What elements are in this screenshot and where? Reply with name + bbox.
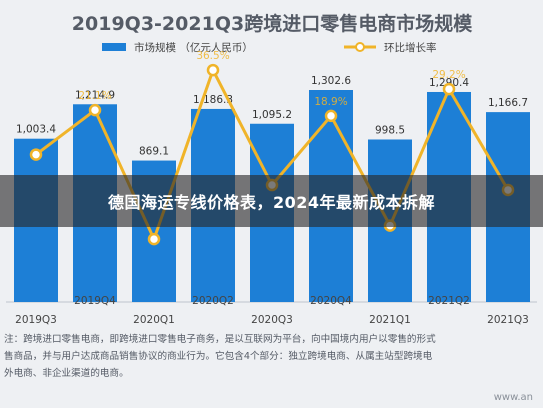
growth-label-2020Q4: 18.9%	[314, 96, 347, 108]
chart-title: 2019Q3-2021Q3跨境进口零售电商市场规模	[72, 12, 473, 35]
x-tick-2019Q4: 2019Q4	[74, 295, 116, 307]
legend-bar-swatch	[102, 43, 126, 51]
legend-line-marker	[355, 42, 365, 52]
growth-label-2020Q2: 36.5%	[196, 50, 229, 62]
chart-legend: 市场规模 （亿元人民币） 环比增长率	[102, 41, 437, 54]
bar-label-2019Q3: 1,003.4	[16, 124, 56, 136]
growth-point-2020Q2	[206, 63, 220, 77]
growth-point-2019Q3	[29, 148, 43, 161]
growth-point-2021Q2	[442, 82, 456, 96]
bar-label-2020Q3: 1,095.2	[252, 109, 292, 121]
x-tick-2021Q1: 2021Q1	[369, 314, 411, 326]
bar-label-2020Q1: 869.1	[139, 146, 169, 158]
growth-point-2019Q4	[88, 103, 102, 117]
bar-label-2020Q4: 1,302.6	[311, 75, 351, 87]
legend-bar-label: 市场规模 （亿元人民币）	[134, 41, 253, 54]
x-tick-2021Q2: 2021Q2	[428, 295, 470, 307]
growth-label-2019Q4: 21.1%	[78, 90, 111, 102]
headline-text: 德国海运专线价格表，2024年最新成本拆解	[107, 193, 436, 212]
growth-point-2020Q1	[147, 232, 161, 246]
x-tick-2020Q1: 2020Q1	[133, 314, 175, 326]
x-tick-2019Q3: 2019Q3	[15, 314, 57, 326]
x-tick-2020Q3: 2020Q3	[251, 314, 293, 326]
footnote-line-1: 注：跨境进口零售电商，即跨境进口零售电子商务，是以互联网为平台，向中国境内用户以…	[4, 334, 436, 345]
bar-label-2019Q4: 1,214.9	[75, 89, 115, 101]
legend-line-label: 环比增长率	[384, 41, 437, 54]
x-tick-2020Q4: 2020Q4	[310, 295, 352, 307]
growth-point-2020Q4	[324, 109, 338, 123]
bar-value-labels: 1,003.41,214.9869.11,186.31,095.21,302.6…	[16, 75, 528, 158]
bar-label-2021Q1: 998.5	[375, 124, 405, 136]
growth-label-2021Q2: 29.2%	[432, 69, 465, 81]
watermark-text: www.an	[493, 392, 533, 403]
x-tick-2020Q2: 2020Q2	[192, 295, 234, 307]
headline-banner: 德国海运专线价格表，2024年最新成本拆解	[0, 175, 543, 227]
x-tick-2021Q3: 2021Q3	[487, 314, 529, 326]
x-tick-labels: 2019Q3 2019Q4 2020Q1 2020Q2 2020Q3 2020Q4 2021…	[15, 295, 529, 326]
bar-label-2021Q3: 1,166.7	[488, 97, 528, 109]
footnote-line-2: 售商品，并与用户达成商品销售协议的商业行为。它包含4个部分：独立跨境电商、从属主…	[4, 351, 433, 362]
footnote-line-3: 外电商、非企业渠道的电商。	[4, 368, 129, 379]
